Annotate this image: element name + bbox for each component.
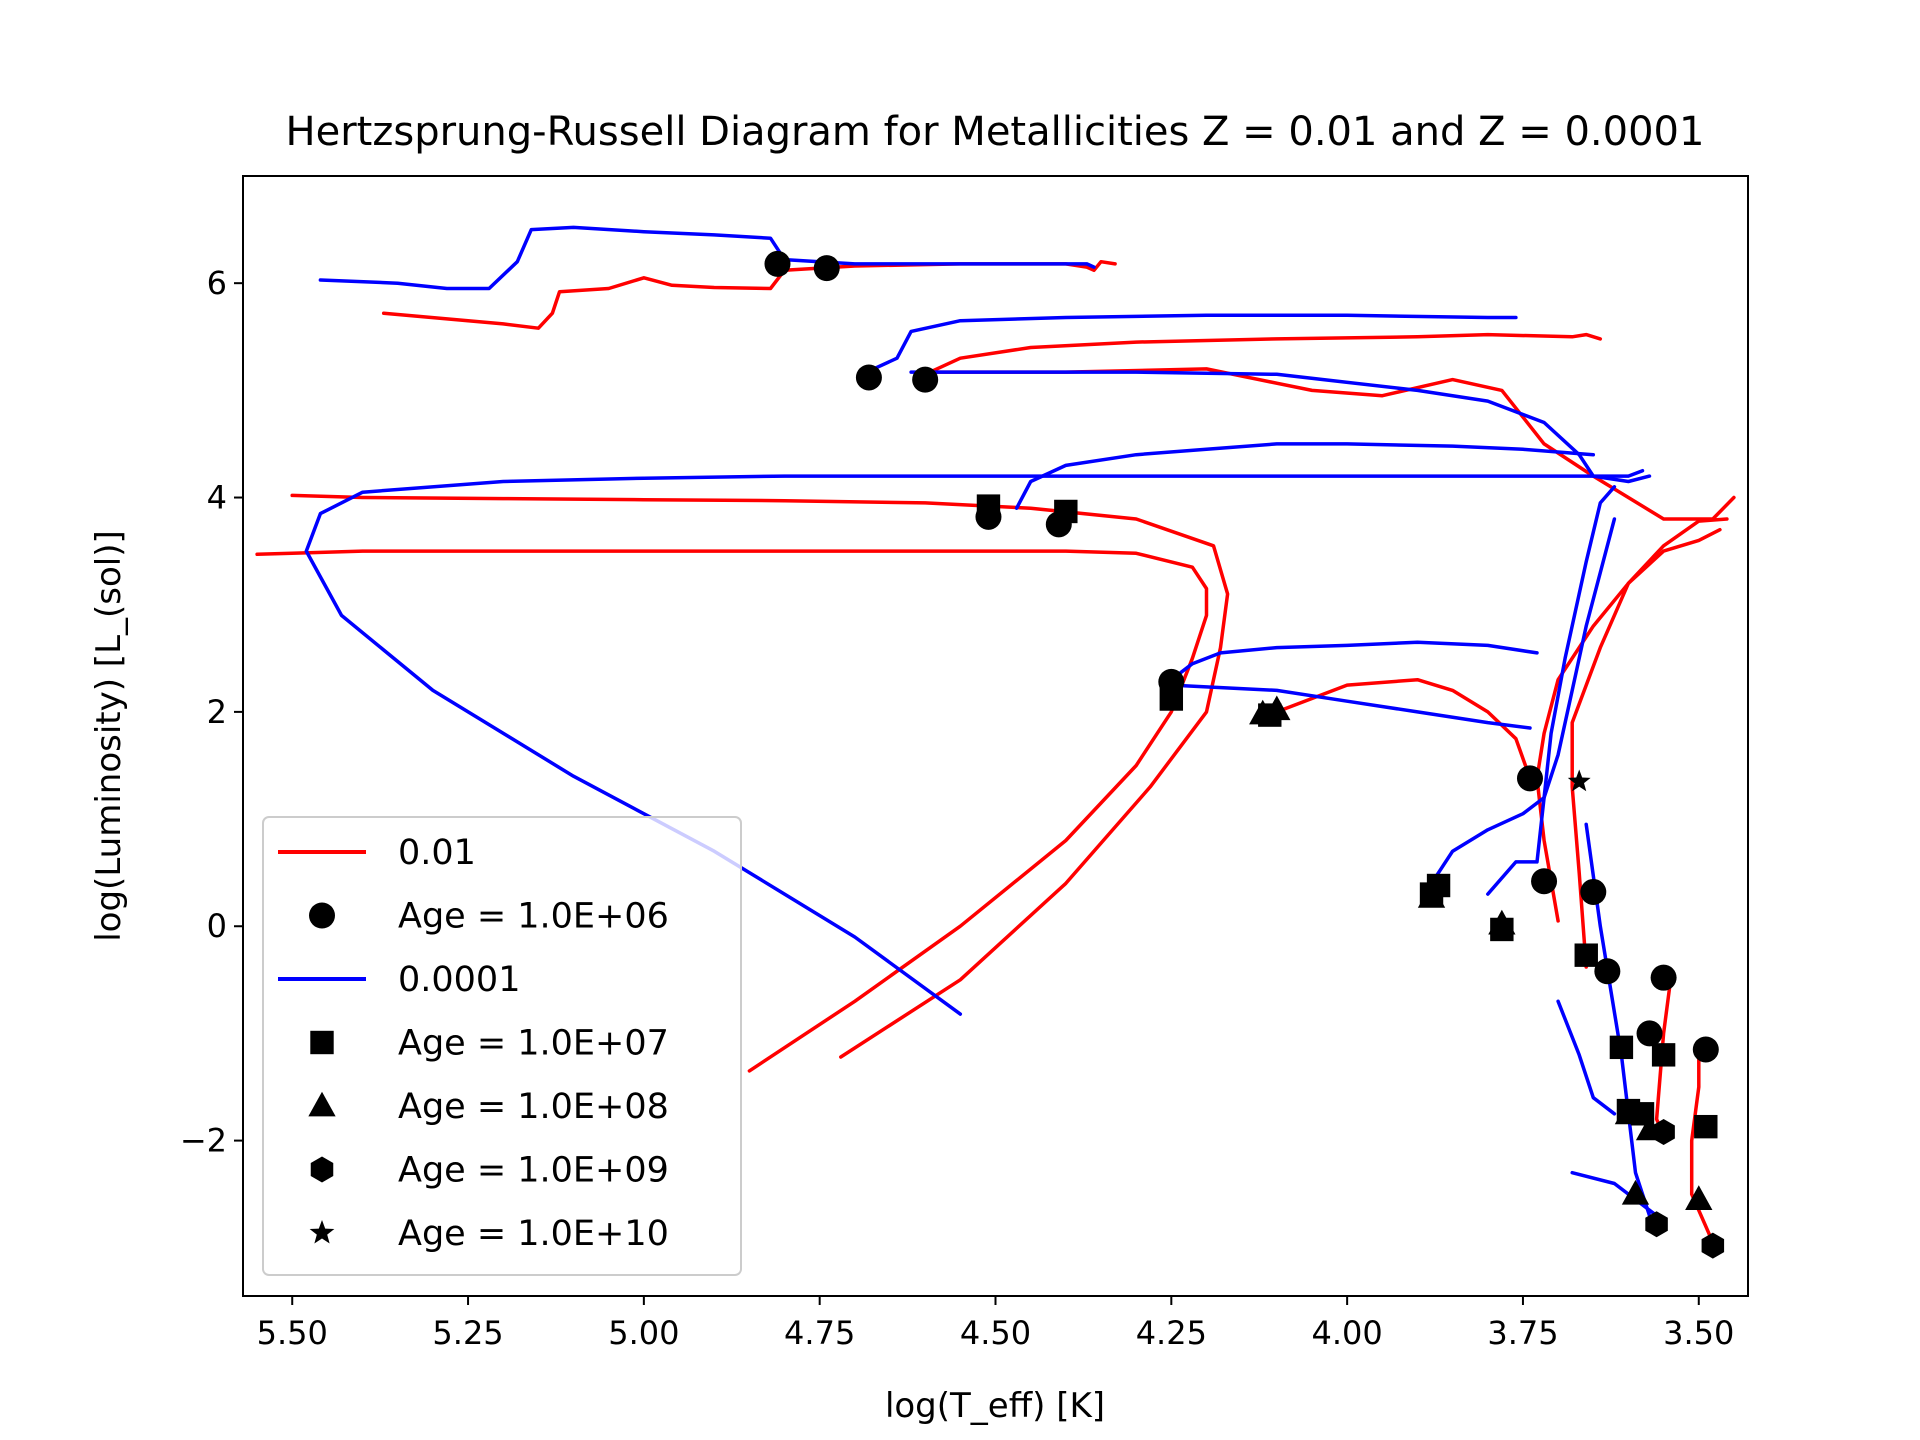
marker-triangle (1614, 1099, 1643, 1125)
legend-label: Age = 1.0E+08 (398, 1087, 669, 1127)
track-line (1169, 683, 1532, 730)
marker-hexagon (1701, 1232, 1725, 1259)
x-tick-label: 4.00 (1312, 1314, 1383, 1352)
legend: 0.01 Age = 1.0E+06 0.0001 Age = 1.0E+07 Age … (262, 816, 742, 1276)
marker-circle (1594, 958, 1621, 985)
marker-star (309, 1220, 335, 1244)
marker-circle (1650, 964, 1677, 991)
marker-square (1609, 1035, 1634, 1060)
x-axis-label: log(T_eff) [K] (885, 1386, 1105, 1426)
marker-square (976, 494, 1001, 518)
marker-circle (309, 902, 335, 929)
legend-label: Age = 1.0E+09 (398, 1151, 669, 1191)
marker-square (1694, 1114, 1718, 1139)
x-tick-label: 4.75 (784, 1314, 855, 1352)
track-line (290, 493, 1230, 1059)
marker-circle (764, 250, 791, 277)
marker-hexagon (1160, 677, 1183, 704)
track-line (1486, 485, 1617, 896)
x-tick-label: 5.50 (257, 1314, 328, 1352)
track-line (860, 313, 1518, 377)
track-line (1570, 527, 1722, 969)
marker-triangle (1621, 1179, 1650, 1205)
track-line (318, 225, 1096, 291)
x-tick-label: 5.00 (608, 1314, 679, 1352)
marker-circle (813, 255, 840, 282)
y-tick-label: 0 (207, 907, 227, 945)
marker-circle (855, 364, 882, 391)
legend-label: Age = 1.0E+10 (398, 1214, 669, 1254)
series-layer (255, 225, 1736, 1245)
marker-triangle (1685, 1185, 1713, 1210)
y-axis-label: log(Luminosity) [L_(sol)] (89, 530, 129, 942)
x-tick-label: 3.50 (1663, 1314, 1734, 1352)
track-line (1535, 517, 1729, 923)
marker-square (1574, 943, 1598, 967)
y-tick-label: 2 (207, 693, 227, 731)
x-tick-label: 3.75 (1487, 1314, 1558, 1352)
marker-triangle (1488, 909, 1516, 935)
chart-title: Hertzsprung-Russell Diagram for Metallic… (286, 109, 1705, 155)
marker-square (1054, 499, 1078, 524)
marker-circle (1516, 765, 1543, 792)
track-line (1014, 442, 1596, 510)
track-line (909, 370, 1652, 484)
marker-hexagon (1652, 1119, 1675, 1146)
y-axis: −2 0 2 4 6 (180, 264, 243, 1160)
marker-layer (764, 250, 1725, 1259)
track-line (304, 468, 1645, 1016)
track-line (1162, 640, 1539, 687)
legend-box (262, 816, 742, 1276)
y-tick-label: 6 (207, 264, 227, 302)
legend-label: Age = 1.0E+07 (398, 1024, 669, 1064)
x-axis: 5.50 5.25 5.00 4.75 4.50 4.25 4.00 3.75 3.50 (257, 1296, 1734, 1352)
track-line (1275, 677, 1532, 781)
track-line (1556, 999, 1617, 1116)
marker-circle (1692, 1036, 1719, 1063)
x-tick-label: 4.50 (960, 1314, 1031, 1352)
legend-label: 0.01 (398, 833, 476, 873)
track-line (923, 367, 1736, 521)
marker-triangle (308, 1091, 336, 1117)
marker-circle (1531, 868, 1558, 895)
marker-star (1567, 769, 1591, 792)
marker-circle (912, 366, 939, 393)
marker-circle (1580, 878, 1607, 905)
x-tick-label: 4.25 (1136, 1314, 1207, 1352)
track-line (381, 259, 1117, 330)
marker-hexagon (1645, 1211, 1668, 1238)
legend-label: 0.0001 (398, 960, 520, 1000)
track-line (255, 549, 1209, 1073)
x-tick-label: 5.25 (432, 1314, 503, 1352)
y-tick-label: 4 (207, 479, 227, 517)
marker-square (1651, 1043, 1676, 1067)
marker-circle (1636, 1020, 1663, 1047)
marker-square (310, 1030, 334, 1055)
legend-label: Age = 1.0E+06 (398, 897, 669, 937)
marker-triangle (1249, 699, 1277, 725)
track-line (923, 332, 1603, 377)
track-line (1689, 1047, 1715, 1245)
legend-items: 0.01 Age = 1.0E+06 0.0001 Age = 1.0E+07 Age … (278, 833, 669, 1254)
marker-hexagon (310, 1156, 334, 1183)
y-tick-label: −2 (180, 1122, 227, 1160)
track-line (1429, 517, 1617, 886)
marker-triangle (1417, 883, 1446, 908)
